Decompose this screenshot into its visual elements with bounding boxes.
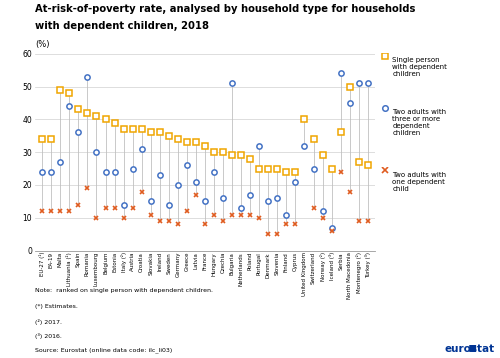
Text: Two adults with
one dependent
child: Two adults with one dependent child — [392, 172, 446, 192]
Text: eurostat: eurostat — [445, 344, 495, 354]
Text: (³) 2016.: (³) 2016. — [35, 333, 62, 339]
Text: with dependent children, 2018: with dependent children, 2018 — [35, 21, 209, 32]
Text: Two adults with
three or more
dependent
children: Two adults with three or more dependent … — [392, 109, 446, 136]
Text: Note:  ranked on single person with dependent children.: Note: ranked on single person with depen… — [35, 288, 213, 293]
Text: (*) Estimates.: (*) Estimates. — [35, 304, 78, 309]
Text: At-risk-of-poverty rate, analysed by household type for households: At-risk-of-poverty rate, analysed by hou… — [35, 4, 415, 14]
Text: Single person
with dependent
children: Single person with dependent children — [392, 57, 448, 77]
Text: (²) 2017.: (²) 2017. — [35, 319, 62, 325]
Text: Source: Eurostat (online data code: ilc_li03): Source: Eurostat (online data code: ilc_… — [35, 347, 172, 353]
Text: ▪: ▪ — [468, 340, 477, 354]
Text: (%): (%) — [35, 40, 50, 49]
